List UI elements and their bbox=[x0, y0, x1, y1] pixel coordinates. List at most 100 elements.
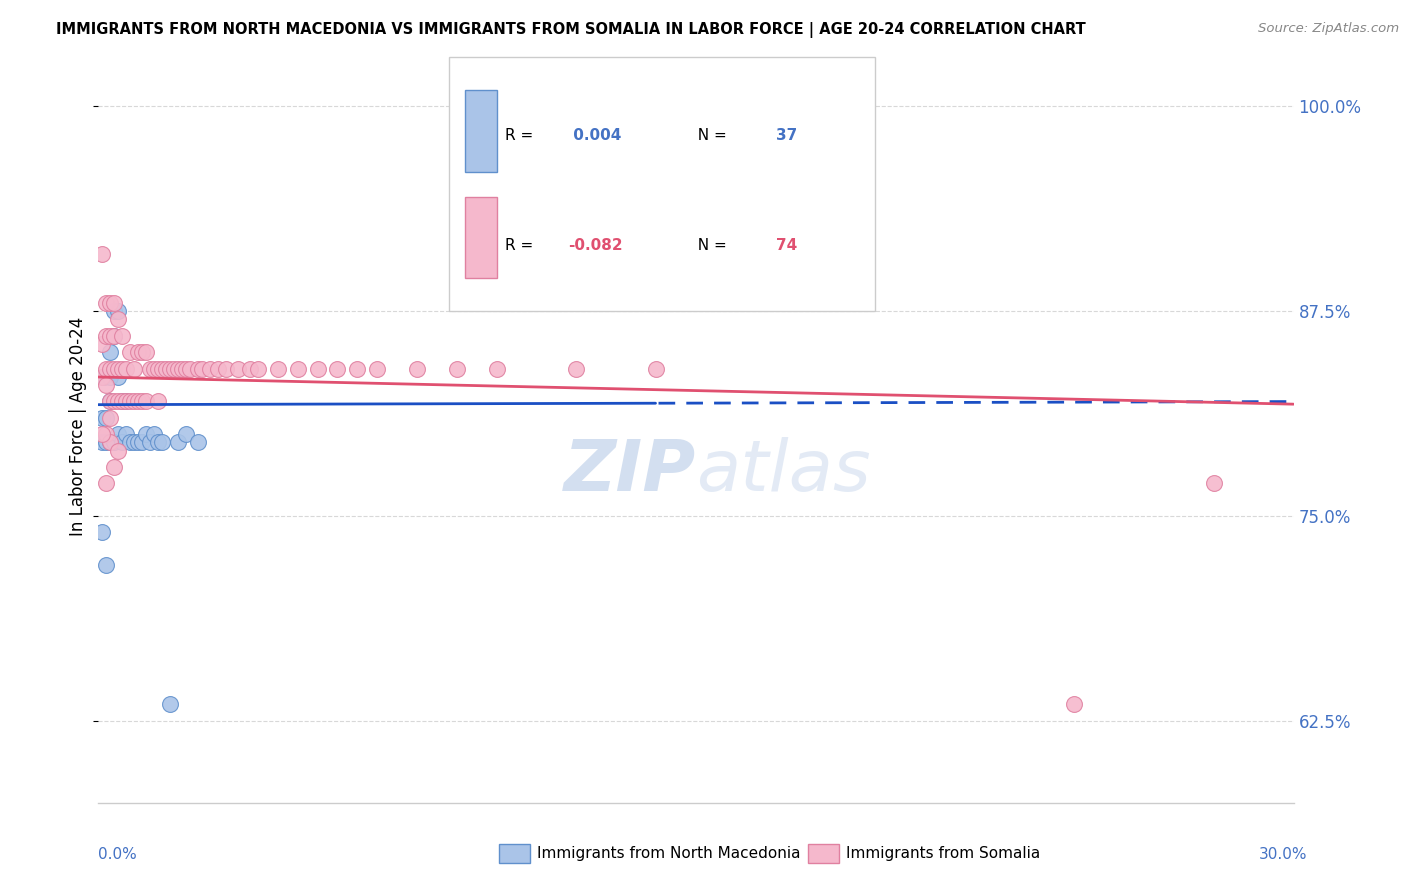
Point bbox=[127, 435, 149, 450]
Point bbox=[120, 435, 142, 450]
Point bbox=[91, 435, 114, 450]
Text: Immigrants from North Macedonia: Immigrants from North Macedonia bbox=[537, 847, 800, 861]
Point bbox=[139, 435, 162, 450]
Text: N =: N = bbox=[688, 128, 731, 144]
Point bbox=[745, 99, 768, 113]
Point bbox=[150, 435, 173, 450]
Point bbox=[107, 304, 129, 318]
Point bbox=[111, 328, 134, 343]
Point bbox=[174, 427, 197, 442]
Point bbox=[115, 361, 138, 376]
Point bbox=[93, 369, 115, 384]
Point bbox=[124, 361, 146, 376]
Y-axis label: In Labor Force | Age 20-24: In Labor Force | Age 20-24 bbox=[69, 317, 87, 535]
Point bbox=[226, 361, 249, 376]
Text: R =: R = bbox=[505, 128, 538, 144]
Point bbox=[103, 435, 125, 450]
Text: 0.0%: 0.0% bbox=[98, 847, 138, 862]
Point bbox=[124, 435, 146, 450]
Point bbox=[107, 369, 129, 384]
Point bbox=[107, 312, 129, 326]
Point bbox=[115, 394, 138, 409]
Point bbox=[96, 427, 118, 442]
Point bbox=[1202, 476, 1225, 491]
Point bbox=[91, 337, 114, 351]
Point bbox=[131, 394, 153, 409]
Text: 0.004: 0.004 bbox=[568, 128, 621, 144]
Point bbox=[287, 361, 309, 376]
Point bbox=[96, 296, 118, 310]
Point bbox=[143, 361, 166, 376]
Point bbox=[565, 361, 588, 376]
Point bbox=[167, 435, 190, 450]
Point bbox=[98, 361, 122, 376]
Point bbox=[172, 361, 194, 376]
Point bbox=[124, 394, 146, 409]
Point bbox=[366, 361, 388, 376]
Point bbox=[107, 443, 129, 458]
Text: 74: 74 bbox=[776, 238, 797, 253]
Point bbox=[148, 435, 170, 450]
Point bbox=[346, 361, 368, 376]
Point bbox=[207, 361, 229, 376]
Point bbox=[131, 435, 153, 450]
Point bbox=[148, 394, 170, 409]
Point bbox=[91, 410, 114, 425]
Point bbox=[103, 296, 125, 310]
Bar bbox=[449, 57, 876, 311]
Point bbox=[135, 394, 157, 409]
Point bbox=[406, 361, 429, 376]
Text: IMMIGRANTS FROM NORTH MACEDONIA VS IMMIGRANTS FROM SOMALIA IN LABOR FORCE | AGE : IMMIGRANTS FROM NORTH MACEDONIA VS IMMIG… bbox=[56, 22, 1085, 38]
Point bbox=[96, 378, 118, 392]
Point bbox=[103, 304, 125, 318]
Point bbox=[645, 361, 668, 376]
Point bbox=[111, 435, 134, 450]
Point bbox=[307, 361, 329, 376]
Point bbox=[96, 361, 118, 376]
Point bbox=[107, 427, 129, 442]
Point bbox=[120, 394, 142, 409]
Point bbox=[215, 361, 238, 376]
Point bbox=[98, 435, 122, 450]
Point bbox=[98, 296, 122, 310]
Point bbox=[267, 361, 290, 376]
Point bbox=[98, 435, 122, 450]
Point bbox=[103, 459, 125, 474]
Point bbox=[246, 361, 269, 376]
Point bbox=[163, 361, 186, 376]
Point bbox=[737, 99, 759, 113]
Point bbox=[167, 361, 190, 376]
Point bbox=[103, 328, 125, 343]
Point bbox=[239, 361, 262, 376]
Text: Immigrants from Somalia: Immigrants from Somalia bbox=[846, 847, 1040, 861]
Bar bbox=[465, 196, 496, 278]
Point bbox=[91, 247, 114, 261]
Point bbox=[107, 361, 129, 376]
Point bbox=[103, 328, 125, 343]
Point bbox=[187, 435, 209, 450]
Point bbox=[96, 558, 118, 573]
Point bbox=[159, 698, 181, 712]
Point bbox=[135, 345, 157, 359]
Point bbox=[139, 361, 162, 376]
Point bbox=[98, 394, 122, 409]
Point bbox=[98, 369, 122, 384]
Point bbox=[187, 361, 209, 376]
Point bbox=[1063, 698, 1085, 712]
Point bbox=[111, 394, 134, 409]
Point bbox=[155, 361, 177, 376]
Point bbox=[148, 361, 170, 376]
Point bbox=[191, 361, 214, 376]
Point bbox=[198, 361, 221, 376]
Point bbox=[98, 345, 122, 359]
Point bbox=[103, 361, 125, 376]
Point bbox=[96, 476, 118, 491]
Text: 30.0%: 30.0% bbox=[1260, 847, 1308, 862]
Point bbox=[131, 345, 153, 359]
Point bbox=[111, 394, 134, 409]
Point bbox=[724, 99, 747, 113]
Point bbox=[485, 361, 508, 376]
Text: Source: ZipAtlas.com: Source: ZipAtlas.com bbox=[1258, 22, 1399, 36]
Text: -0.082: -0.082 bbox=[568, 238, 623, 253]
Point bbox=[135, 427, 157, 442]
